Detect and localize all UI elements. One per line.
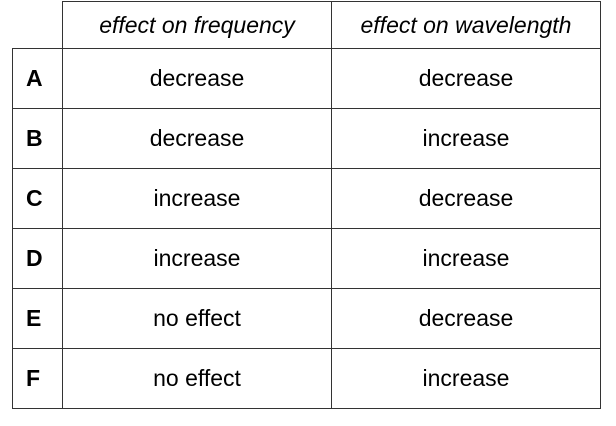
header-row: effect on frequency effect on wavelength <box>12 1 601 49</box>
wavelength-cell: decrease <box>331 288 601 349</box>
row-letter: A <box>12 48 63 109</box>
wavelength-cell: increase <box>331 348 601 409</box>
table-row-f: F no effect increase <box>12 348 601 409</box>
table-row-e: E no effect decrease <box>12 288 601 349</box>
wavelength-cell: decrease <box>331 48 601 109</box>
row-letter: C <box>12 168 63 229</box>
wavelength-cell: increase <box>331 108 601 169</box>
table-row-c: C increase decrease <box>12 168 601 229</box>
row-letter: E <box>12 288 63 349</box>
row-letter: F <box>12 348 63 409</box>
row-letter: B <box>12 108 63 169</box>
frequency-cell: no effect <box>62 348 332 409</box>
row-letter: D <box>12 228 63 289</box>
table-row-a: A decrease decrease <box>12 48 601 109</box>
frequency-cell: decrease <box>62 48 332 109</box>
header-corner-cell <box>12 1 63 49</box>
answer-options-table: effect on frequency effect on wavelength… <box>12 1 601 409</box>
frequency-cell: increase <box>62 228 332 289</box>
table-row-b: B decrease increase <box>12 108 601 169</box>
frequency-cell: increase <box>62 168 332 229</box>
header-wavelength: effect on wavelength <box>331 1 601 49</box>
frequency-cell: decrease <box>62 108 332 169</box>
wavelength-cell: increase <box>331 228 601 289</box>
wavelength-cell: decrease <box>331 168 601 229</box>
header-frequency: effect on frequency <box>62 1 332 49</box>
frequency-cell: no effect <box>62 288 332 349</box>
table-row-d: D increase increase <box>12 228 601 289</box>
